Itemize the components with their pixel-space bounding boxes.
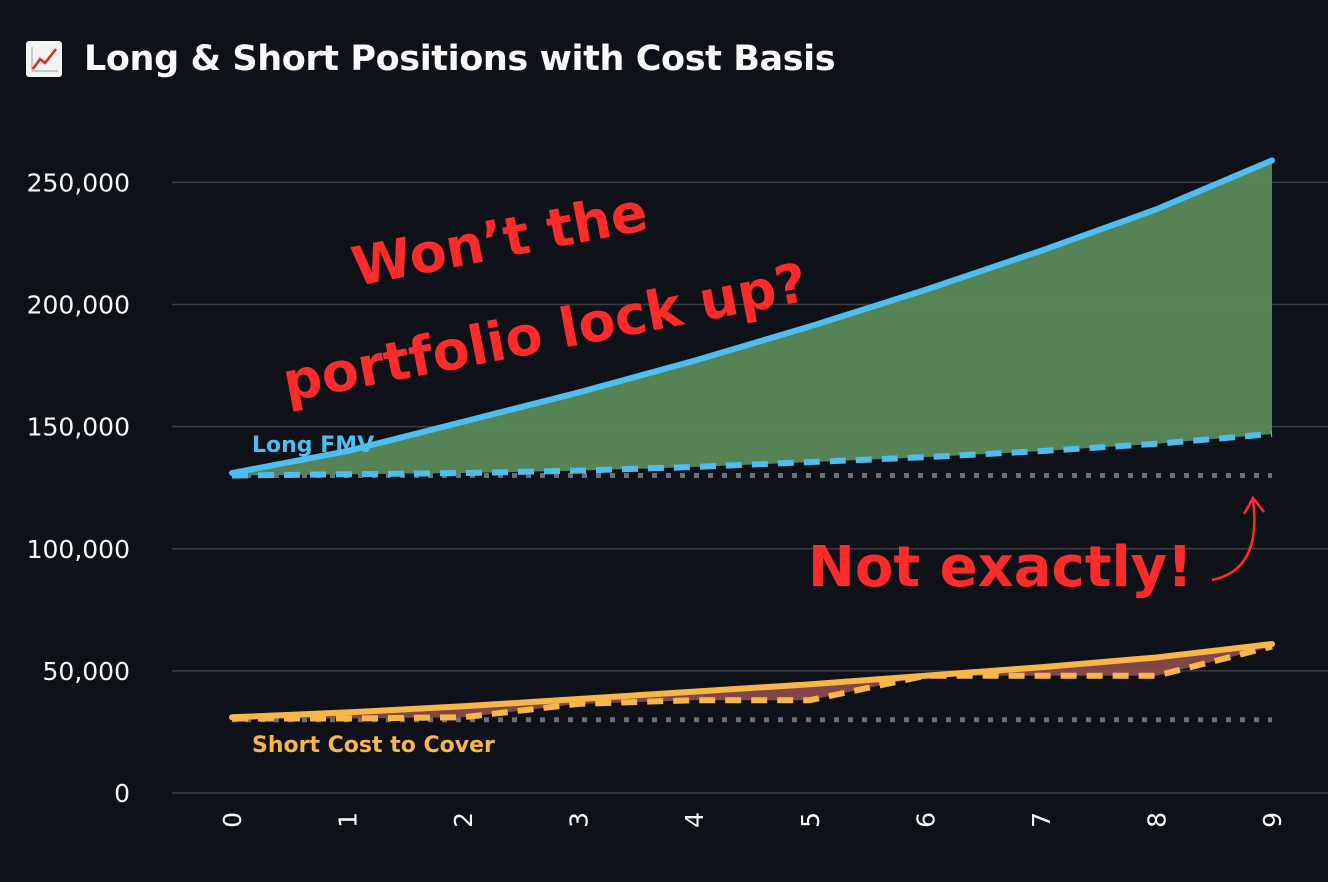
- label-short-cost-to-cover: Short Cost to Cover: [252, 733, 495, 758]
- chart-increasing-icon: [26, 41, 62, 77]
- x-tick-7: 7: [1027, 812, 1056, 828]
- x-tick-3: 3: [565, 812, 594, 828]
- line-short-cost-to-cover: [229, 641, 1275, 721]
- y-tick-150000: 150,000: [27, 413, 130, 442]
- annotation-arrow: [1211, 495, 1265, 582]
- label-long-fmv: Long FMV: [252, 433, 374, 458]
- x-tick-6: 6: [911, 812, 940, 828]
- line-short-cost-basis: [232, 643, 1273, 722]
- fill-long-gain: [232, 160, 1272, 476]
- chart-header: Long & Short Positions with Cost Basis: [26, 28, 836, 90]
- x-tick-4: 4: [680, 812, 709, 828]
- x-tick-0: 0: [218, 812, 247, 828]
- line-layer: [229, 157, 1275, 723]
- tick-layer: 0 50,000 100,000 150,000 200,000 250,000 0 1 2 3 4…: [27, 168, 1287, 827]
- line-long-cost-basis: [231, 430, 1273, 479]
- line-long-fmv: [229, 157, 1275, 477]
- x-tick-5: 5: [796, 812, 825, 828]
- y-tick-250000: 250,000: [27, 168, 130, 197]
- annotation-question-line-1: Won’t the: [347, 180, 653, 299]
- fill-layer: [232, 160, 1272, 719]
- y-tick-0: 0: [114, 779, 130, 808]
- page-title: Long & Short Positions with Cost Basis: [84, 39, 836, 79]
- y-tick-50000: 50,000: [43, 657, 130, 686]
- y-tick-200000: 200,000: [27, 291, 130, 320]
- annotation-answer: Not exactly!: [808, 535, 1193, 600]
- x-tick-2: 2: [449, 812, 478, 828]
- x-tick-9: 9: [1258, 812, 1287, 828]
- y-tick-100000: 100,000: [27, 535, 130, 564]
- x-tick-8: 8: [1142, 812, 1171, 828]
- x-tick-1: 1: [334, 812, 363, 828]
